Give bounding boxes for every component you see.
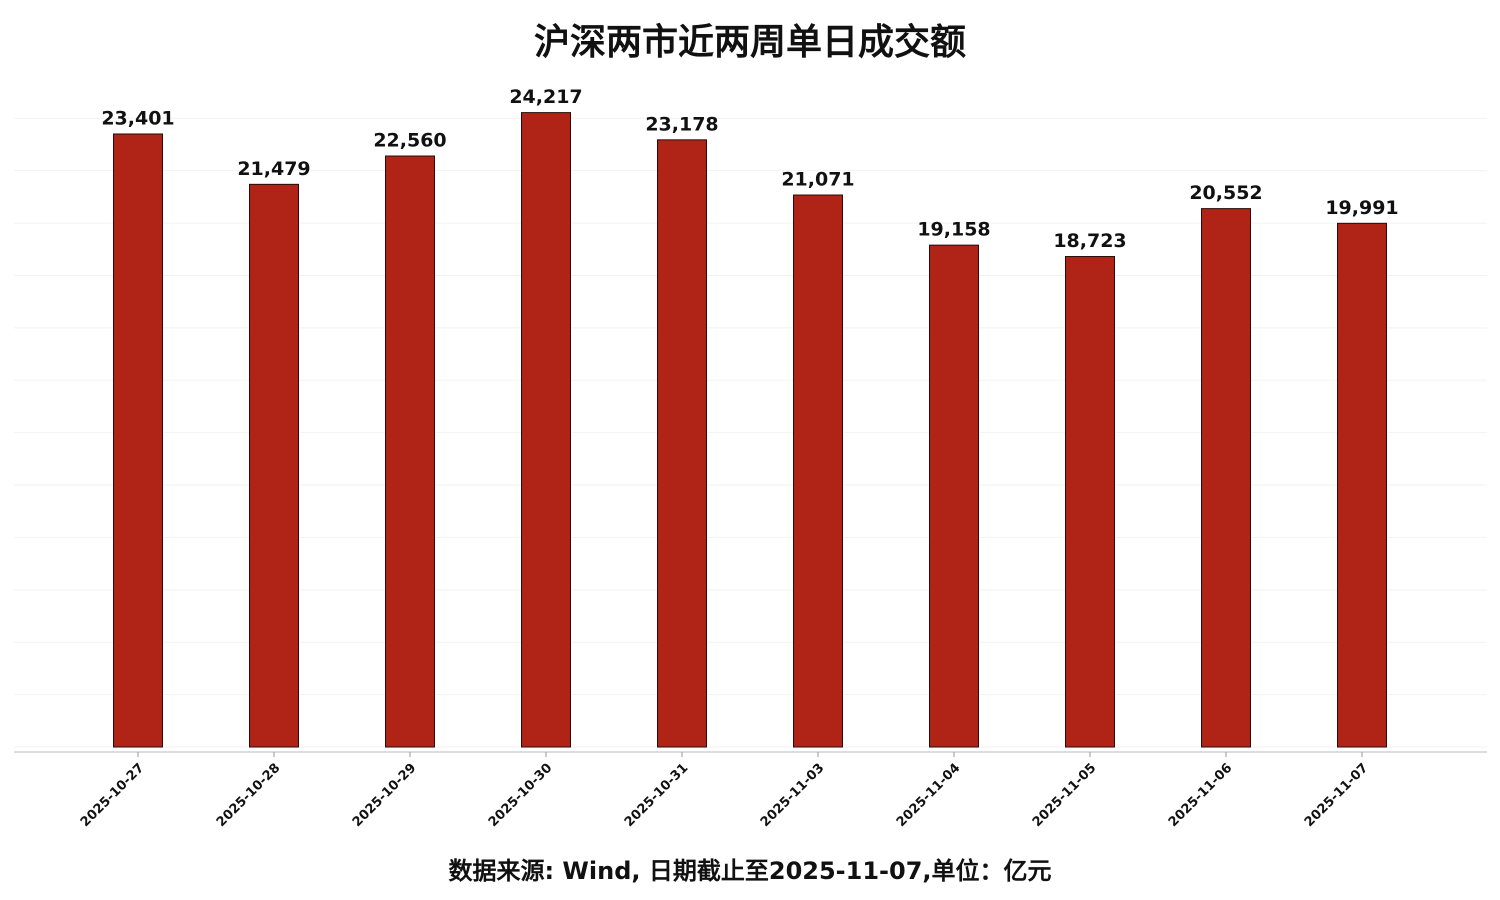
- value-label: 18,723: [1053, 230, 1126, 252]
- value-label: 19,991: [1325, 197, 1398, 219]
- value-label: 23,401: [101, 107, 174, 129]
- x-tick-label: 2025-11-04: [894, 761, 963, 830]
- x-tick-label: 2025-11-06: [1166, 761, 1235, 830]
- bar: [1065, 256, 1115, 748]
- value-label: 19,158: [917, 219, 990, 241]
- chart-title: 沪深两市近两周单日成交额: [534, 21, 966, 63]
- bar: [113, 133, 163, 748]
- bar: [1201, 208, 1251, 748]
- bar: [521, 112, 571, 748]
- x-tick-label: 2025-10-29: [350, 761, 419, 830]
- bar: [249, 183, 299, 748]
- x-tick-label: 2025-10-27: [78, 761, 147, 830]
- value-label: 20,552: [1189, 182, 1262, 204]
- bar: [385, 155, 435, 748]
- bar: [1337, 222, 1387, 748]
- x-tick-label: 2025-10-28: [214, 761, 283, 830]
- value-label: 21,479: [237, 158, 310, 180]
- bar: [657, 139, 707, 748]
- value-label: 23,178: [645, 113, 718, 135]
- value-label: 22,560: [373, 130, 446, 152]
- bar: [929, 244, 979, 748]
- x-tick-label: 2025-10-30: [486, 761, 555, 830]
- bar: [793, 194, 843, 748]
- source-note: 数据来源: Wind, 日期截止至2025-11-07,单位：亿元: [448, 857, 1051, 885]
- x-tick-label: 2025-11-03: [758, 761, 827, 830]
- value-label: 21,071: [781, 169, 854, 191]
- x-tick-label: 2025-10-31: [622, 761, 691, 830]
- x-tick-label: 2025-11-07: [1302, 761, 1371, 830]
- value-label: 24,217: [509, 86, 582, 108]
- x-tick-label: 2025-11-05: [1030, 761, 1099, 830]
